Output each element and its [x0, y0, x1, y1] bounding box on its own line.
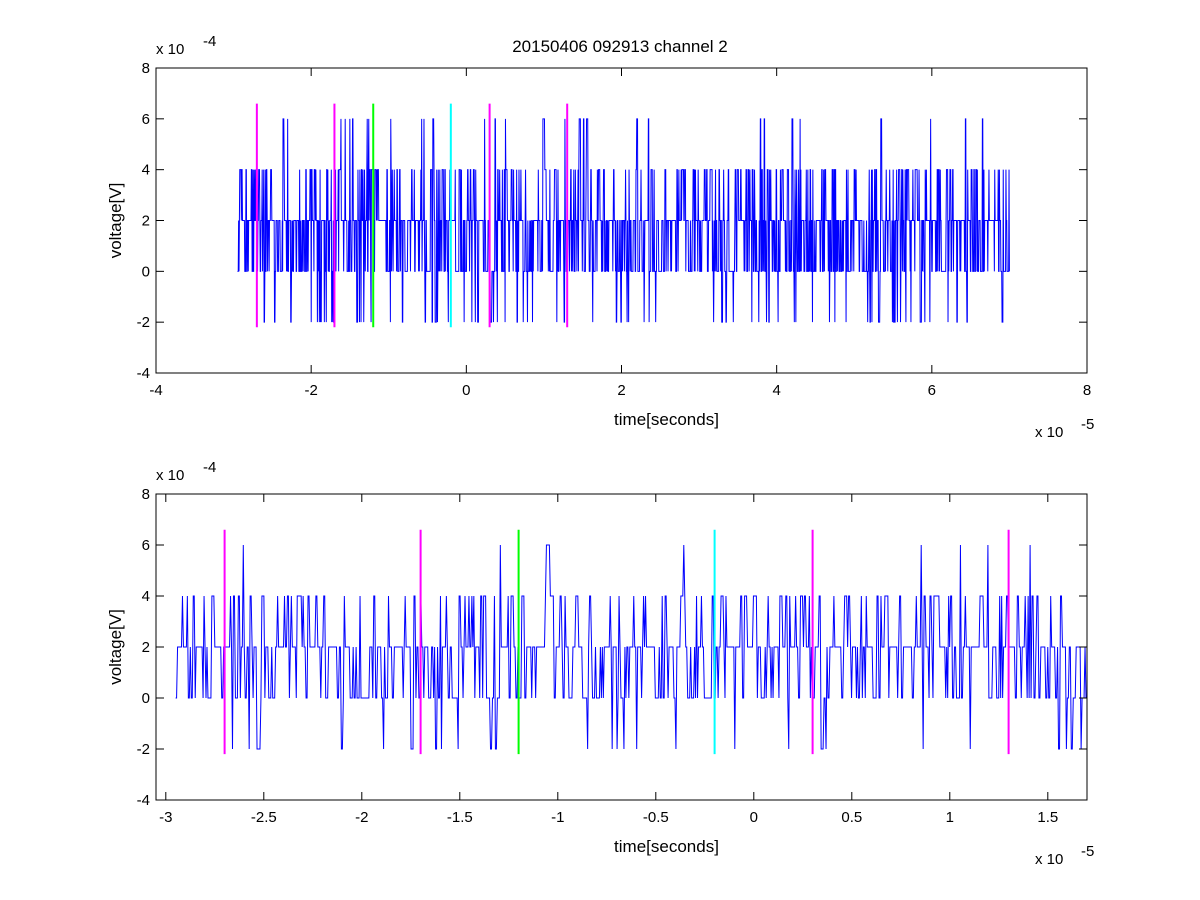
signal-trace [237, 118, 1010, 323]
y-tick-label: -4 [137, 365, 150, 382]
x-axis-label: time[seconds] [614, 837, 719, 856]
y-tick-label: 8 [142, 60, 150, 77]
y-tick-label: 2 [142, 639, 150, 656]
x-tick-label: -2 [304, 382, 317, 399]
y-tick-label: 2 [142, 213, 150, 230]
x-exponent-power: -5 [1081, 416, 1094, 433]
x-tick-label: 1.5 [1037, 809, 1058, 826]
x-tick-label: -1 [551, 809, 564, 826]
x-tick-label: 4 [772, 382, 780, 399]
bottom-subplot: -3 -2.5 -2 -1.5 -1 -0.5 0 0.5 1 1.5 -4 -2 0 2 4 6 8 time[… [106, 459, 1094, 868]
x-tick-label: -4 [149, 382, 162, 399]
x-tick-label: 1 [946, 809, 954, 826]
y-exponent-power: -4 [203, 33, 216, 50]
y-exponent-multiplier: x 10 [156, 41, 184, 58]
y-axis-label: voltage[V] [106, 609, 125, 685]
x-axis-label: time[seconds] [614, 410, 719, 429]
y-tick-label: 6 [142, 111, 150, 128]
x-tick-label: 0 [750, 809, 758, 826]
top-subplot: -4 -2 0 2 4 6 8 -4 -2 0 2 4 6 8 time[seconds] voltage[V… [106, 33, 1094, 441]
x-tick-label: 2 [617, 382, 625, 399]
signal-trace [175, 544, 1087, 750]
y-tick-label: 0 [142, 690, 150, 707]
x-tick-label: 0.5 [841, 809, 862, 826]
x-tick-label: 0 [462, 382, 470, 399]
y-tick-label: 0 [142, 263, 150, 280]
y-axis-label: voltage[V] [106, 183, 125, 259]
y-tick-label: -2 [137, 741, 150, 758]
x-tick-label: -3 [159, 809, 172, 826]
y-tick-label: 6 [142, 537, 150, 554]
x-tick-label: -2 [355, 809, 368, 826]
x-tick-label: -2.5 [251, 809, 277, 826]
x-exponent-multiplier: x 10 [1035, 851, 1063, 868]
y-tick-label: 4 [142, 588, 150, 605]
y-exponent-power: -4 [203, 459, 216, 476]
x-tick-label: 8 [1083, 382, 1091, 399]
y-tick-label: -2 [137, 314, 150, 331]
y-tick-label: 4 [142, 162, 150, 179]
y-exponent-multiplier: x 10 [156, 467, 184, 484]
y-tick-label: 8 [142, 486, 150, 503]
y-tick-label: -4 [137, 792, 150, 809]
x-tick-label: -1.5 [447, 809, 473, 826]
x-tick-label: 6 [928, 382, 936, 399]
figure-title: 20150406 092913 channel 2 [512, 37, 728, 56]
x-exponent-multiplier: x 10 [1035, 424, 1063, 441]
x-exponent-power: -5 [1081, 843, 1094, 860]
x-tick-label: -0.5 [643, 809, 669, 826]
